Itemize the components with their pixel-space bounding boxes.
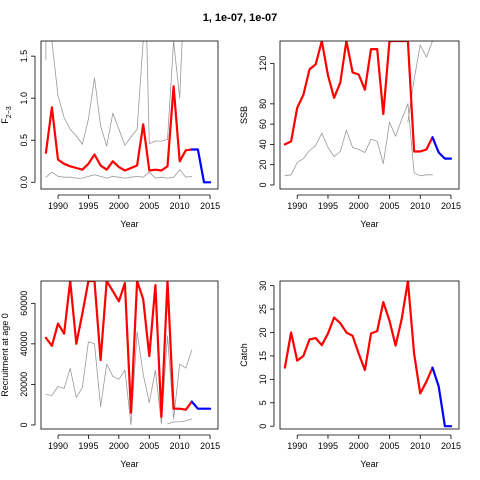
series-line-grey-2 [407,41,433,123]
y-tick-label: 20000 [19,372,29,397]
y-tick-label: 10 [258,374,268,384]
x-tick-label: 2005 [139,441,159,451]
series-group [44,281,212,426]
panel-2: 1990 1995 2000 2005 2010 2015 0 20 40 60 80 120 Year… [239,40,461,229]
series-line-main-3 [283,41,434,153]
x-tick-label: 2005 [139,201,159,211]
y-tick-label: 120 [258,56,268,71]
y-axis-label: Catch [239,343,249,367]
x-tick-label: 2000 [349,201,369,211]
x-tick-label: 2010 [170,441,190,451]
x-axis-label: Year [360,459,378,469]
x-tick-label: 2010 [410,201,430,211]
y-tick-label: 40 [258,139,268,149]
y-axis-label: SSB [239,106,249,124]
y-tick-label: 20 [258,160,268,170]
x-tick-label: 2015 [441,201,461,211]
plot-frame [279,40,460,190]
y-tick-label: 0.0 [19,176,29,189]
x-tick-label: 2000 [109,441,129,451]
plot-frame [40,280,219,430]
x-axis-label: Year [120,459,138,469]
y-tick-label: 0 [19,422,29,427]
x-tick-label: 2000 [349,441,369,451]
series-line-grey-1 [284,103,433,177]
x-tick-label: 2005 [379,441,399,451]
series-line-main-1 [283,281,434,395]
y-tick-label: 5 [258,400,268,405]
x-tick-label: 2010 [170,201,190,211]
y-tick-label: 0 [258,182,268,187]
y-tick-label: 40000 [19,331,29,356]
x-tick-label: 1990 [48,201,68,211]
plot-frame [40,40,219,190]
y-tick-label: 1.0 [19,92,29,105]
series-line-main-3 [44,281,193,418]
x-tick-label: 1995 [78,201,98,211]
series-line-main-4 [44,85,193,172]
series-group [283,41,453,177]
x-tick-label: 1990 [48,441,68,451]
series-line-grey-2 [45,169,193,179]
figure-title: 1, 1e-07, 1e-07 [203,12,278,24]
x-tick-label: 2000 [109,201,129,211]
x-tick-label: 2015 [441,441,461,451]
y-tick-label: 1.5 [19,50,29,63]
panels: 1990 1995 2000 2005 2010 20150.00.51.01.5Year… [0,40,461,469]
series-line-grey-1 [45,331,193,426]
x-axis-label: Year [120,219,138,229]
y-tick-label: 20 [258,328,268,338]
y-tick-label: 80 [258,99,268,109]
series-group [283,281,453,428]
panel-3: 1990 1995 2000 2005 2010 2015 0 20000 40000 60000… [0,280,220,469]
series-line-projection-4 [431,136,453,160]
x-tick-label: 1995 [318,201,338,211]
y-tick-label: 60 [258,119,268,129]
series-line-grey-2 [167,418,193,425]
x-tick-label: 2015 [200,201,220,211]
plot-frame [279,280,460,430]
y-tick-label: 15 [258,351,268,361]
x-tick-label: 1990 [287,201,307,211]
y-tick-label: 25 [258,304,268,314]
series-line-projection-4 [190,400,212,410]
y-axis-label: F2−3 [0,106,13,123]
x-axis-label: Year [360,219,378,229]
series-line-projection-5 [190,148,212,184]
y-tick-label: 0.5 [19,134,29,147]
y-axis-label: Recruitment at age 0 [0,313,10,397]
panel-4: 1990 1995 2000 2005 2010 2015 0 5 10 15 20 25 30 Year… [239,280,461,469]
x-tick-label: 2010 [410,441,430,451]
x-tick-label: 1995 [78,441,98,451]
series-group [44,41,212,184]
series-line-projection-2 [431,366,453,428]
x-tick-label: 2005 [379,201,399,211]
x-tick-label: 1990 [287,441,307,451]
series-line-grey-3 [51,41,183,147]
y-tick-label: 30 [258,281,268,291]
y-tick-label: 0 [258,424,268,429]
panel-1: 1990 1995 2000 2005 2010 2015 0.0 0.5 1.0 1.5 Year… [0,40,220,229]
x-tick-label: 2015 [200,441,220,451]
x-tick-label: 1995 [318,441,338,451]
y-tick-label: 60000 [19,291,29,316]
